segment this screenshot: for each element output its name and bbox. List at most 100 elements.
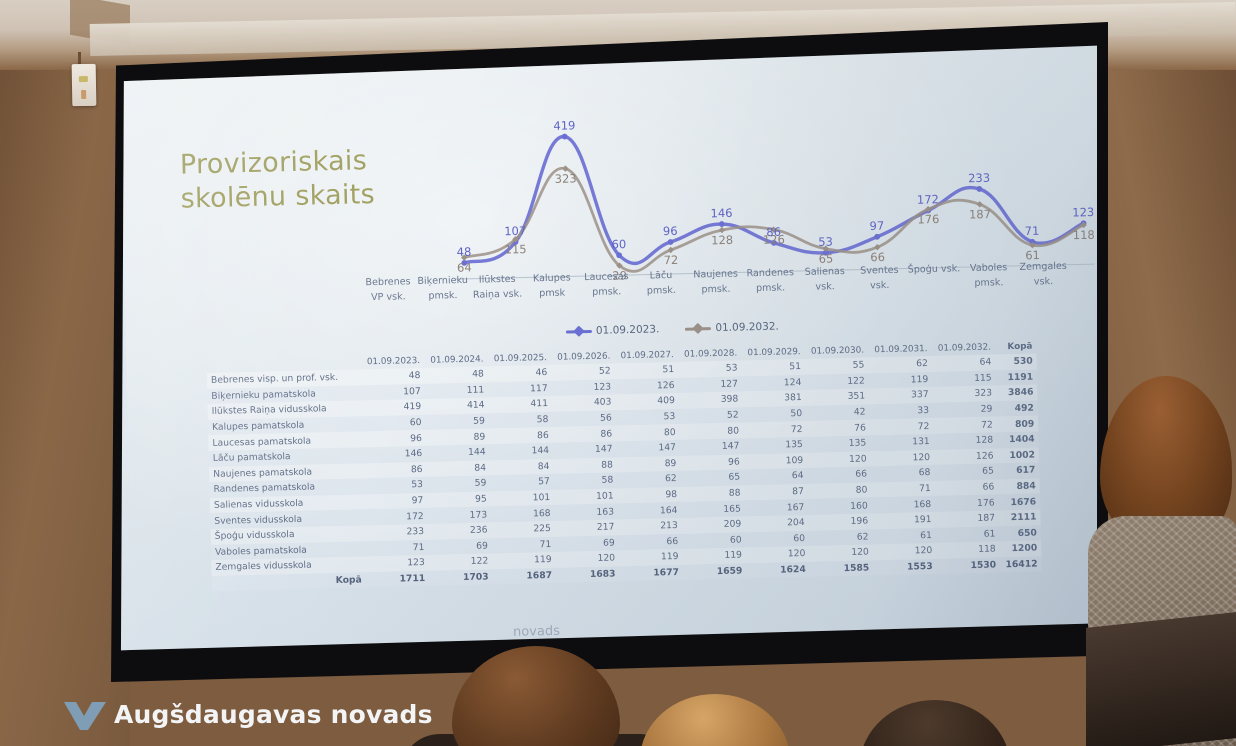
data-label: 66: [870, 250, 885, 264]
table-cell: 101: [595, 490, 614, 502]
table-cell: 204: [787, 517, 805, 529]
device-led-icon: [81, 89, 87, 100]
table-cell: 164: [659, 504, 678, 517]
data-label: 53: [818, 235, 833, 249]
table-cell: 196: [850, 515, 869, 528]
slide-footer-text: novads: [512, 623, 561, 640]
table-cell: 127: [720, 378, 739, 390]
slide-title-line2: skolēnu skaits: [180, 179, 376, 215]
device-cord: [78, 52, 81, 66]
table-cell: 236: [469, 524, 488, 537]
axis-label-7: Randenes pmsk.: [743, 266, 799, 325]
table-total-cell: 1659: [716, 565, 743, 578]
table-cell: 53: [663, 411, 676, 423]
table-cell: 64: [979, 356, 992, 369]
table-cell: 117: [529, 382, 548, 395]
device-label-icon: [78, 75, 88, 83]
data-label: 118: [1073, 228, 1095, 243]
table-total-cell: 16412: [1005, 558, 1038, 571]
data-point: [616, 252, 623, 259]
legend-item-0[interactable]: 01.09.2023.: [565, 323, 660, 337]
table-cell: 409: [657, 395, 676, 407]
table-cell: 398: [720, 393, 739, 406]
data-point: [461, 259, 468, 266]
data-label: 97: [869, 219, 884, 233]
table-cell: 56: [599, 412, 612, 424]
table-cell: 65: [982, 465, 995, 478]
laptop-screen: [1086, 612, 1236, 746]
table-cell: 71: [918, 483, 931, 495]
table-cell: 120: [597, 552, 616, 565]
enrollment-table: 01.09.2023. 01.09.2024. 01.09.2025. 01.09.2…: [206, 338, 1042, 592]
axis-label-line1: Biķernieku: [417, 274, 468, 288]
table-total-cell: 1683: [589, 568, 616, 581]
table-cell: 58: [601, 474, 614, 487]
axis-label-line2: pmsk.: [755, 281, 786, 294]
table-cell: 96: [727, 456, 740, 468]
table-cell: 1002: [1009, 449, 1036, 461]
table-total-cell: 1585: [843, 562, 870, 575]
table-cell: 144: [468, 446, 486, 459]
data-label: 128: [711, 233, 733, 248]
data-point: [460, 254, 468, 261]
axis-label-12: Zemgales vsk.: [1016, 260, 1072, 319]
chevron-logo-icon: [62, 694, 108, 734]
axis-label-line1: Naujenes: [693, 268, 739, 281]
legend-item-1[interactable]: 01.09.2032.: [685, 321, 779, 335]
axis-label-10: Špoģu vsk.: [907, 262, 963, 321]
axis-label-line1: Špoģu vsk.: [907, 263, 961, 276]
table-total-cell: 1703: [462, 571, 489, 584]
table-cell: 60: [409, 417, 422, 429]
table-cell: 233: [406, 526, 425, 538]
table-cell: 225: [533, 523, 552, 535]
data-point: [1029, 238, 1036, 245]
table-cell: 60: [729, 534, 742, 546]
table-cell: 88: [728, 487, 741, 499]
chart-baseline: [454, 263, 1095, 280]
wall-sensor-device: [71, 63, 97, 107]
table-col-header-8: 01.09.2030.: [810, 345, 865, 357]
table-cell: 69: [602, 537, 615, 549]
axis-label-line1: Vaboles: [969, 262, 1008, 275]
data-label: 419: [553, 118, 575, 133]
data-label: 107: [504, 224, 526, 239]
table-cell: 86: [536, 429, 549, 441]
table-cell: 119: [534, 554, 552, 566]
table-cell: 68: [918, 467, 931, 479]
data-label: 72: [663, 253, 678, 267]
table-cell: 80: [663, 426, 676, 438]
table-cell: 167: [786, 501, 805, 514]
table-cell: 122: [470, 555, 489, 568]
data-label: 176: [917, 212, 939, 227]
axis-label-line2: vsk.: [869, 279, 890, 291]
data-point: [667, 239, 674, 245]
axis-label-line2: Raiņa vsk.: [472, 288, 523, 301]
data-point: [512, 236, 519, 243]
table-cell: 120: [912, 451, 931, 464]
table-cell: 42: [853, 406, 866, 418]
table-cell: 147: [594, 443, 613, 456]
table-cell: 33: [917, 405, 930, 417]
table-cell: 168: [913, 498, 932, 511]
projector-screen-surface: Provizoriskais skolēnu skaits 48 107 419 60…: [120, 45, 1097, 651]
table-cell: 52: [726, 409, 739, 421]
watermark-text: Augšdaugavas novads: [114, 699, 433, 729]
table-cell: 89: [473, 431, 486, 443]
axis-label-line1: Randenes: [746, 267, 795, 280]
table-col-header-4: 01.09.2026.: [557, 351, 611, 363]
table-cell: 59: [474, 477, 487, 490]
table-cell: 111: [466, 384, 485, 396]
axis-label-line2: vsk.: [815, 280, 835, 293]
table-total-cell: 1624: [780, 563, 806, 576]
axis-label-4: Laucesas pmsk.: [579, 270, 635, 329]
table-cell: 84: [537, 460, 550, 473]
data-point: [976, 186, 983, 192]
table-cell: 323: [974, 388, 993, 400]
table-cell: 217: [596, 521, 615, 534]
table-cell: 147: [721, 440, 740, 453]
table-cell: 53: [411, 479, 424, 491]
data-label: 60: [611, 237, 626, 251]
table-cell: 119: [724, 549, 743, 562]
table-cell: 72: [917, 420, 930, 432]
table-cell: 57: [538, 476, 550, 488]
